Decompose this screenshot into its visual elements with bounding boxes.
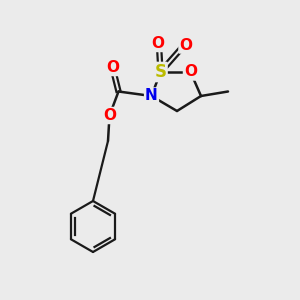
Text: N: N [145,88,158,104]
Text: O: O [179,38,193,52]
Text: O: O [103,108,116,123]
Text: O: O [151,36,164,51]
Text: S: S [154,63,166,81]
Text: O: O [184,64,197,80]
Text: O: O [106,60,119,75]
